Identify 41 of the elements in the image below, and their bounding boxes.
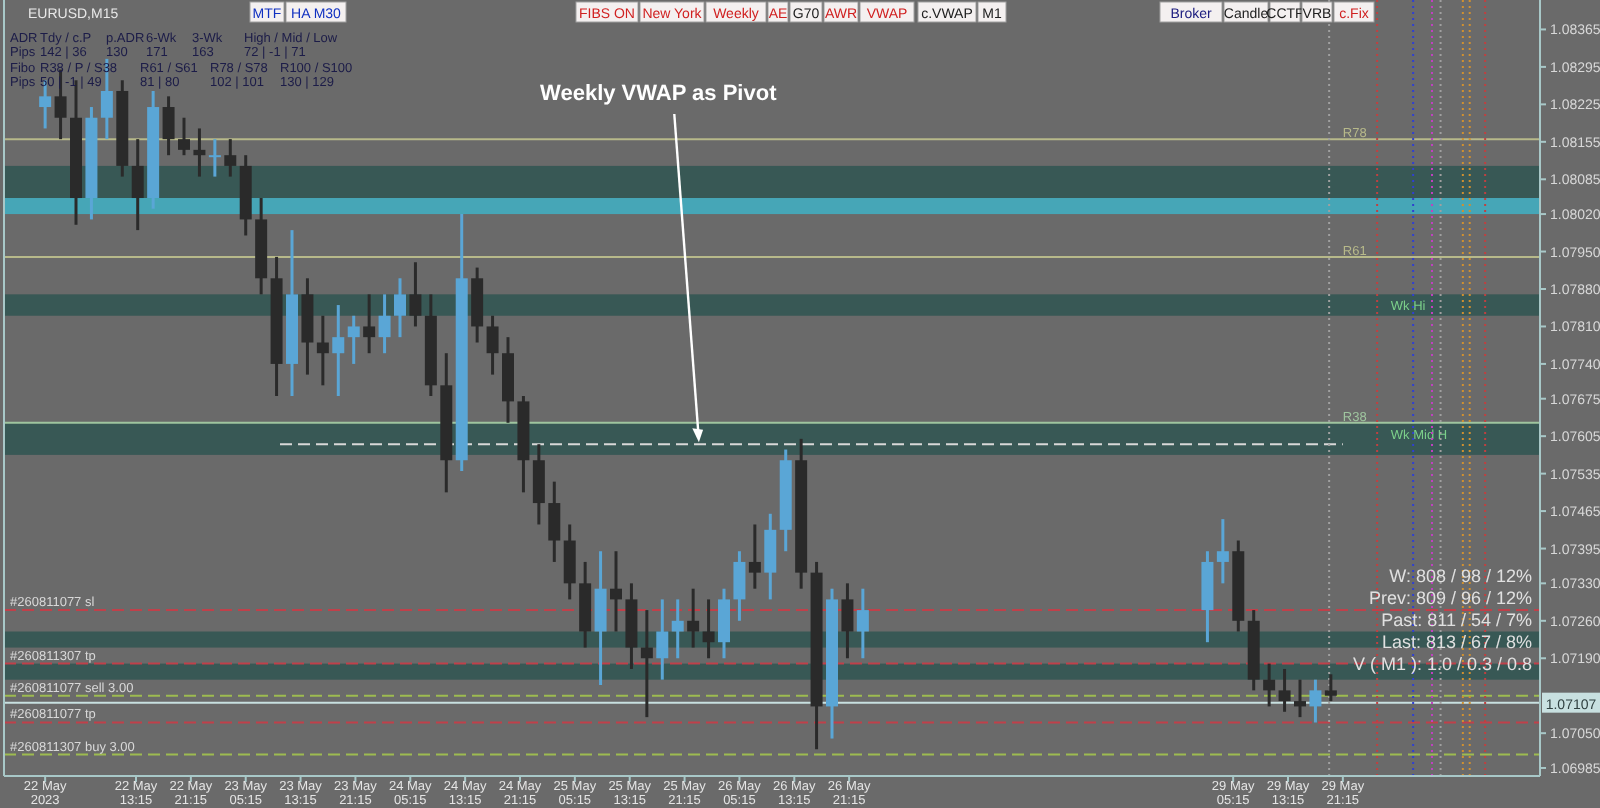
- candlestick: [208, 137, 221, 179]
- candlestick: [316, 314, 329, 387]
- candlestick: [224, 137, 237, 179]
- candlestick: [332, 303, 345, 398]
- candlestick: [162, 94, 175, 157]
- candlestick: [733, 549, 746, 623]
- annotation: Prev: 809 / 96 / 12%: [1368, 588, 1532, 608]
- candlestick: [718, 587, 730, 660]
- candlestick: [394, 276, 406, 339]
- candlestick: [841, 581, 854, 660]
- candlestick: [1263, 662, 1276, 708]
- candlestick: [640, 608, 653, 719]
- candlestick: [193, 126, 206, 179]
- candlestick: [347, 314, 360, 366]
- candlestick: [563, 522, 576, 601]
- candlestick: [687, 587, 700, 650]
- candlestick: [594, 549, 607, 687]
- candlestick: [748, 522, 761, 591]
- annotation: Last: 813 / 67 / 8%: [1381, 632, 1532, 652]
- candlestick: [1324, 672, 1337, 703]
- candlestick: [409, 260, 422, 328]
- annotation: Weekly VWAP as Pivot: [540, 82, 778, 106]
- annotation: W: 808 / 98 / 12%: [1389, 566, 1532, 586]
- candlestick: [548, 480, 561, 564]
- candlestick: [1294, 678, 1306, 719]
- candlestick: [671, 597, 684, 660]
- candlestick: [856, 587, 869, 660]
- candlestick: [702, 597, 715, 660]
- candlestick: [178, 116, 190, 157]
- candlestick: [610, 549, 622, 633]
- candlestick: [1216, 517, 1229, 585]
- candlestick: [1278, 667, 1291, 714]
- candlestick: [131, 137, 144, 232]
- candlestick: [486, 314, 499, 377]
- candlestick: [656, 597, 669, 682]
- candlestick: [532, 442, 545, 526]
- candlestick: [378, 292, 391, 355]
- annotation: Past: 811 / 54 / 7%: [1381, 610, 1532, 630]
- candlestick: [363, 292, 376, 355]
- candlestick: [1309, 678, 1322, 724]
- candlestick: [764, 512, 777, 601]
